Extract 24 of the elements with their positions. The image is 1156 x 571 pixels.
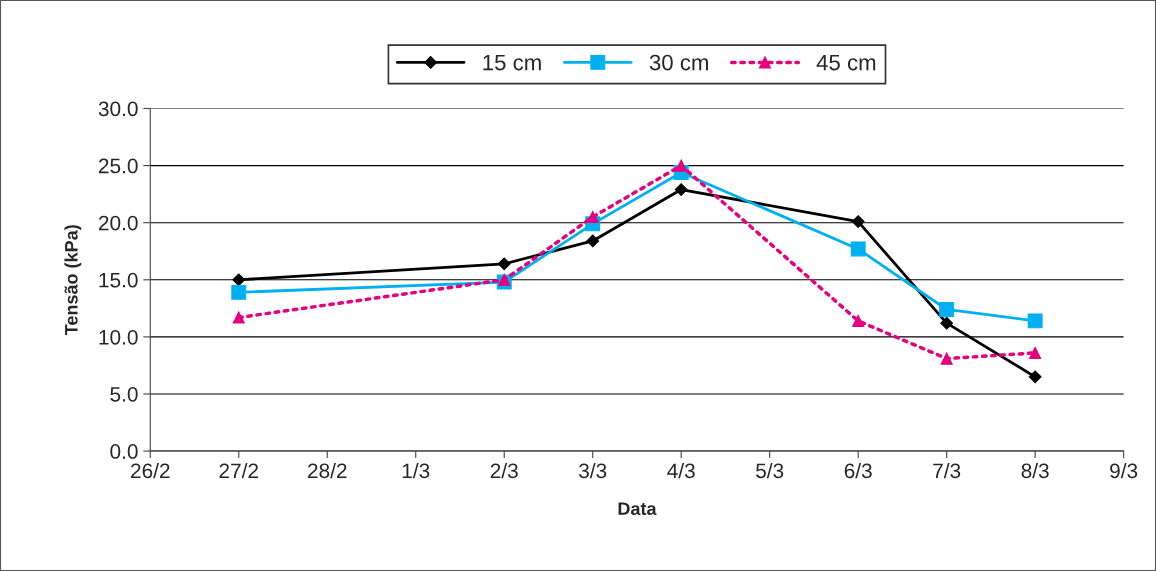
x-tick-label: 2/3	[490, 462, 518, 479]
y-tick-label: 25.0	[98, 158, 138, 174]
legend-label: 30 cm	[649, 54, 708, 71]
x-tick-label: 26/2	[131, 462, 170, 479]
y-tick-label: 20.0	[98, 215, 138, 231]
legend-label: 45 cm	[816, 54, 876, 71]
y-axis-title: Tensão (kPa)	[64, 225, 82, 336]
x-axis-title: Data	[618, 502, 657, 516]
x-tick-label: 4/3	[667, 462, 695, 479]
x-tick-label: 27/2	[219, 462, 258, 479]
y-tick-label: 15.0	[99, 272, 138, 288]
x-tick-label: 7/3	[933, 462, 961, 479]
y-tick-label: 30.0	[98, 101, 138, 117]
y-tick-label: 10.0	[99, 329, 138, 345]
x-tick-label: 5/3	[756, 462, 784, 479]
x-tick-label: 6/3	[844, 462, 872, 479]
x-tick-label: 1/3	[402, 462, 430, 479]
x-tick-label: 3/3	[579, 462, 607, 479]
y-tick-label: 5.0	[110, 386, 138, 402]
legend-label: 15 cm	[483, 54, 541, 71]
x-tick-label: 9/3	[1110, 462, 1138, 479]
y-tick-label: 0.0	[110, 444, 138, 459]
x-tick-label: 28/2	[308, 462, 347, 479]
x-tick-label: 8/3	[1021, 462, 1049, 479]
